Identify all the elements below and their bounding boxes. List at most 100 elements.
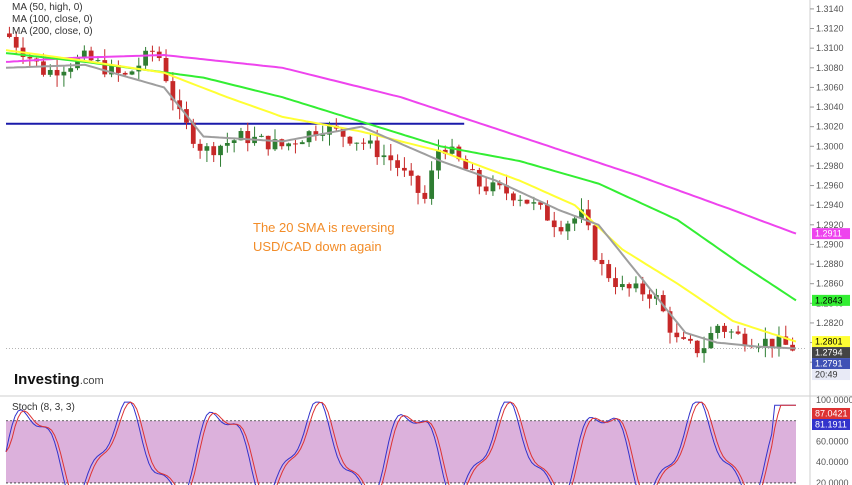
candle-body: [115, 65, 121, 73]
stoch-k-line: [5, 401, 796, 485]
candle-body: [320, 134, 326, 136]
price-label-text: 1.2794: [815, 348, 843, 358]
y-tick-label: 1.3080: [816, 63, 844, 73]
candle-body: [265, 135, 271, 150]
price-label-text: 1.2791: [815, 359, 843, 369]
logo-brand: Investing: [14, 371, 80, 388]
candle-body: [388, 155, 394, 161]
y-tick-label: 1.3000: [816, 141, 844, 151]
candle-body: [619, 284, 625, 288]
candle-body: [572, 218, 578, 224]
candle-body: [354, 142, 360, 144]
candle-body: [762, 338, 768, 347]
candle-body: [681, 337, 687, 339]
stoch-value-text: 81.1911: [815, 419, 847, 429]
candle-body: [694, 340, 700, 354]
price-label-text: 1.2801: [815, 337, 843, 347]
candle-body: [728, 331, 734, 333]
candle-body: [381, 155, 387, 158]
candle-body: [490, 182, 496, 192]
y-tick-label: 1.2900: [816, 239, 844, 249]
candle-body: [272, 139, 278, 150]
candle-body: [238, 131, 244, 141]
y-tick-label: 1.3120: [816, 24, 844, 34]
candle-body: [361, 142, 366, 144]
candle-body: [674, 332, 680, 338]
candle-body: [299, 142, 305, 145]
candle-body: [61, 71, 67, 76]
y-tick-label: 1.2920: [816, 220, 844, 230]
candle-body: [660, 295, 666, 312]
price-label-box: [812, 347, 850, 359]
candle-body: [177, 100, 183, 110]
candle-body: [667, 311, 673, 333]
candle-body: [374, 140, 380, 158]
stoch-panel: [5, 401, 796, 485]
candle-body: [54, 69, 60, 76]
candle-body: [742, 333, 748, 347]
candle-body: [633, 283, 639, 289]
price-label-text: 20:49: [815, 370, 838, 380]
candle-body: [245, 131, 251, 144]
candle-body: [163, 58, 169, 82]
investing-logo: Investing.com: [14, 371, 104, 389]
candle-body: [211, 146, 217, 156]
candle-body: [95, 60, 101, 62]
candle-body: [218, 145, 223, 156]
price-label-box: [812, 369, 850, 381]
candle-body: [88, 50, 94, 61]
y-tick-label: 1.2860: [816, 279, 844, 289]
candle-body: [599, 259, 605, 265]
candle-body: [197, 143, 203, 151]
candle-body: [524, 199, 530, 204]
legend-ma100: MA (100, close, 0): [12, 14, 93, 25]
candle-body: [327, 125, 332, 135]
candle-body: [286, 143, 292, 147]
stoch-axis: 100.000080.000060.000040.000020.000087.0…: [812, 395, 852, 485]
candle-body: [783, 336, 789, 345]
candle-body: [688, 338, 693, 341]
legend-ma50: MA (50, high, 0): [12, 2, 83, 13]
y-tick-label: 1.2980: [816, 161, 844, 171]
candle-body: [776, 336, 782, 348]
price-label-box: [812, 228, 850, 240]
price-label-text: 1.2843: [815, 295, 843, 305]
price-label-box: [812, 358, 850, 370]
stoch-value-box: [812, 418, 850, 430]
candle-body: [170, 81, 176, 101]
ma50-line: [5, 49, 797, 343]
candle-body: [422, 192, 428, 199]
candle-body: [429, 170, 435, 199]
candle-body: [143, 50, 148, 66]
y-tick-label: 1.3100: [816, 43, 844, 53]
candle-body: [41, 61, 46, 75]
candle-body: [579, 209, 584, 219]
candle-body: [408, 170, 414, 176]
candle-body: [224, 143, 230, 146]
candle-body: [551, 220, 557, 228]
candle-body: [68, 68, 74, 72]
y-tick-label: 1.2820: [816, 318, 844, 328]
candle-body: [456, 146, 462, 160]
candle-body: [402, 167, 407, 171]
candle-body: [259, 135, 264, 137]
candle-body: [449, 146, 455, 154]
candle-body: [109, 65, 114, 75]
ma200-line: [5, 53, 797, 235]
candle-body: [47, 69, 53, 75]
candle-body: [531, 202, 537, 204]
candle-body: [122, 72, 128, 75]
y-tick-label: 1.2940: [816, 200, 844, 210]
candle-body: [204, 146, 210, 151]
candle-body: [701, 348, 707, 354]
stoch-zone: [6, 420, 796, 483]
candle-body: [340, 128, 346, 137]
candle-body: [442, 149, 448, 154]
candle-body: [75, 58, 80, 69]
candle-body: [606, 264, 612, 279]
candle-body: [463, 159, 469, 170]
candle-body: [558, 227, 564, 232]
y-tick-label: 1.2960: [816, 181, 844, 191]
candle-body: [613, 278, 618, 288]
